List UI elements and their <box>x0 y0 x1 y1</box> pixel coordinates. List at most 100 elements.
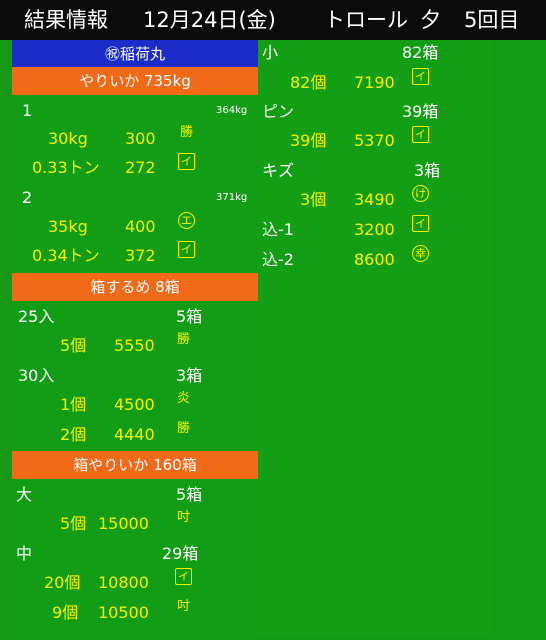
group-label: 小 <box>262 43 279 62</box>
price: 5370 <box>354 131 395 150</box>
price-row: 3個 3490 け <box>258 185 492 215</box>
group-label: 中 <box>16 544 33 563</box>
price-row: 35kg 400 エ <box>12 212 258 242</box>
group-row: 1 364kg <box>12 96 258 126</box>
qty: 39個 <box>290 131 327 150</box>
section-header: 箱やりいか 160箱 <box>12 451 258 479</box>
buyer-mark-icon: 吋 <box>176 510 190 525</box>
section-header: 箱するめ 8箱 <box>12 273 258 301</box>
group-row: 大 5箱 <box>12 480 258 510</box>
price: 8600 <box>354 250 395 269</box>
price-row: 0.34トン 372 イ <box>12 241 258 271</box>
qty: 20個 <box>44 573 81 592</box>
buyer-mark-icon: イ <box>412 215 429 232</box>
buyer-mark-icon: 勝 <box>179 125 193 140</box>
price: 4440 <box>114 425 155 444</box>
qty: 0.34トン <box>32 246 100 265</box>
price-row: 30kg 300 勝 <box>12 124 258 154</box>
price-row: 0.33トン 272 イ <box>12 153 258 183</box>
buyer-mark-icon: 吋 <box>176 599 190 614</box>
qty: 3個 <box>300 190 327 209</box>
buyer-mark-icon: 炎 <box>176 391 190 406</box>
group-row: 30入 3箱 <box>12 361 258 391</box>
group-boxes: 39箱 <box>402 102 439 121</box>
buyer-mark-icon: 幸 <box>412 245 429 262</box>
group-row: キズ 3箱 <box>258 156 492 186</box>
qty: 5個 <box>60 336 87 355</box>
group-label: 1 <box>22 101 33 120</box>
buyer-mark-icon: エ <box>178 212 195 229</box>
price: 10500 <box>98 603 149 622</box>
group-label: 25入 <box>18 307 55 326</box>
group-boxes: 3箱 <box>414 161 441 180</box>
vessel-name: ㊗稲荷丸 <box>12 40 258 68</box>
group-label: 2 <box>22 188 33 207</box>
group-row: 25入 5箱 <box>12 302 258 332</box>
group-label: キズ <box>262 161 295 180</box>
buyer-mark-icon: イ <box>175 568 192 585</box>
buyer-mark-icon: イ <box>178 241 195 258</box>
qty: 1個 <box>60 395 87 414</box>
group-weight: 371kg <box>216 192 248 203</box>
qty: 9個 <box>52 603 79 622</box>
price-row: 20個 10800 イ <box>12 568 258 598</box>
group-boxes: 82箱 <box>402 43 439 62</box>
group-label: 大 <box>16 485 33 504</box>
price-row: 1個 4500 炎 <box>12 390 258 420</box>
price: 4500 <box>114 395 155 414</box>
price-row: 2個 4440 勝 <box>12 420 258 450</box>
session-label: 夕 <box>420 8 441 32</box>
group-label: 30入 <box>18 366 55 385</box>
title-bar: 結果情報 12月24日(金) トロール 夕 5回目 <box>0 0 546 40</box>
section-header: やりいか 735kg <box>12 67 258 95</box>
price: 10800 <box>98 573 149 592</box>
price: 3490 <box>354 190 395 209</box>
qty: 5個 <box>60 514 87 533</box>
group-row: 中 29箱 <box>12 539 258 569</box>
buyer-mark-icon: イ <box>412 68 429 85</box>
buyer-mark-icon: け <box>412 185 429 202</box>
qty: 2個 <box>60 425 87 444</box>
qty: 30kg <box>48 129 88 148</box>
group-row: ピン 39箱 <box>258 97 492 127</box>
price-row: 9個 10500 吋 <box>12 598 258 628</box>
group-boxes: 5箱 <box>176 307 203 326</box>
price: 400 <box>125 217 156 236</box>
price: 3200 <box>354 220 395 239</box>
qty: 82個 <box>290 73 327 92</box>
price: 5550 <box>114 336 155 355</box>
group-label: 込-1 <box>262 220 294 239</box>
auction-date: 12月24日(金) <box>143 8 276 32</box>
qty: 0.33トン <box>32 158 100 177</box>
group-boxes: 5箱 <box>176 485 203 504</box>
session-count: 5回目 <box>464 8 520 32</box>
buyer-mark-icon: イ <box>178 153 195 170</box>
group-row: 小 82箱 <box>258 38 492 68</box>
group-boxes: 29箱 <box>162 544 199 563</box>
price-row: 5個 5550 勝 <box>12 331 258 361</box>
price-row: 5個 15000 吋 <box>12 509 258 539</box>
group-label: ピン <box>262 102 295 121</box>
price: 272 <box>125 158 156 177</box>
buyer-mark-icon: イ <box>412 126 429 143</box>
price-row: 込-2 8600 幸 <box>258 245 492 275</box>
result-column-2: 小 82箱 82個 7190 イ ピン 39箱 39個 5370 イ キズ 3箱… <box>258 40 493 636</box>
price-row: 39個 5370 イ <box>258 126 492 156</box>
group-weight: 364kg <box>216 105 248 116</box>
price: 372 <box>125 246 156 265</box>
group-row: 2 371kg <box>12 183 258 213</box>
group-label: 込-2 <box>262 250 294 269</box>
price-row: 込-1 3200 イ <box>258 215 492 245</box>
group-boxes: 3箱 <box>176 366 203 385</box>
price: 300 <box>125 129 156 148</box>
result-column-1: ㊗稲荷丸 やりいか 735kg 1 364kg 30kg 300 勝 0.33ト… <box>12 40 259 636</box>
price: 7190 <box>354 73 395 92</box>
board-title: 結果情報 <box>24 8 108 32</box>
qty: 35kg <box>48 217 88 236</box>
buyer-mark-icon: 勝 <box>176 421 190 436</box>
buyer-mark-icon: 勝 <box>176 332 190 347</box>
fishing-method: トロール <box>324 8 408 32</box>
result-column-3 <box>492 40 546 636</box>
price: 15000 <box>98 514 149 533</box>
